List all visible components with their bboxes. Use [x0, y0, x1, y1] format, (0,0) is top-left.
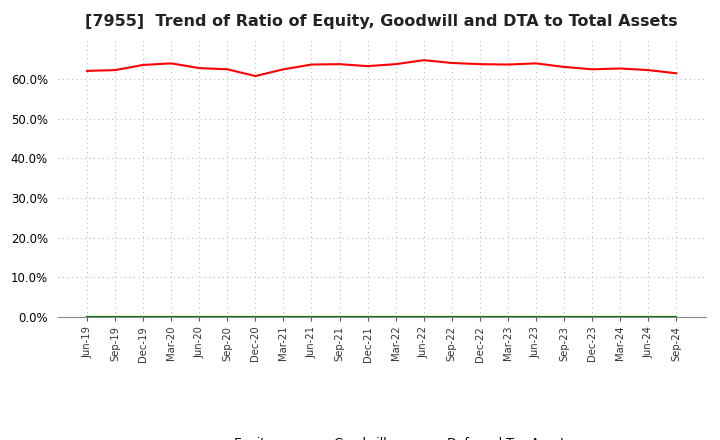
- Equity: [111, 67, 120, 73]
- Deferred Tax Assets: [419, 314, 428, 319]
- Goodwill: [588, 314, 596, 319]
- Equity: [336, 62, 344, 67]
- Equity: [364, 63, 372, 69]
- Deferred Tax Assets: [672, 314, 680, 319]
- Deferred Tax Assets: [364, 314, 372, 319]
- Equity: [616, 66, 624, 71]
- Deferred Tax Assets: [336, 314, 344, 319]
- Goodwill: [223, 314, 232, 319]
- Equity: [307, 62, 316, 67]
- Deferred Tax Assets: [588, 314, 596, 319]
- Goodwill: [364, 314, 372, 319]
- Goodwill: [531, 314, 540, 319]
- Equity: [644, 67, 652, 73]
- Goodwill: [336, 314, 344, 319]
- Goodwill: [307, 314, 316, 319]
- Deferred Tax Assets: [531, 314, 540, 319]
- Equity: [139, 62, 148, 68]
- Deferred Tax Assets: [475, 314, 484, 319]
- Equity: [419, 58, 428, 63]
- Goodwill: [559, 314, 568, 319]
- Goodwill: [503, 314, 512, 319]
- Equity: [475, 62, 484, 67]
- Equity: [391, 62, 400, 67]
- Equity: [167, 61, 176, 66]
- Goodwill: [167, 314, 176, 319]
- Deferred Tax Assets: [447, 314, 456, 319]
- Goodwill: [111, 314, 120, 319]
- Goodwill: [83, 314, 91, 319]
- Deferred Tax Assets: [391, 314, 400, 319]
- Equity: [279, 66, 288, 72]
- Equity: [251, 73, 260, 79]
- Equity: [672, 70, 680, 76]
- Deferred Tax Assets: [644, 314, 652, 319]
- Equity: [588, 66, 596, 72]
- Deferred Tax Assets: [139, 314, 148, 319]
- Goodwill: [447, 314, 456, 319]
- Equity: [559, 64, 568, 70]
- Goodwill: [644, 314, 652, 319]
- Deferred Tax Assets: [167, 314, 176, 319]
- Equity: [447, 60, 456, 66]
- Equity: [531, 61, 540, 66]
- Goodwill: [419, 314, 428, 319]
- Goodwill: [616, 314, 624, 319]
- Line: Equity: Equity: [87, 60, 676, 76]
- Goodwill: [391, 314, 400, 319]
- Deferred Tax Assets: [279, 314, 288, 319]
- Deferred Tax Assets: [503, 314, 512, 319]
- Deferred Tax Assets: [83, 314, 91, 319]
- Equity: [503, 62, 512, 67]
- Equity: [195, 66, 204, 71]
- Equity: [83, 68, 91, 73]
- Equity: [223, 66, 232, 72]
- Deferred Tax Assets: [195, 314, 204, 319]
- Deferred Tax Assets: [559, 314, 568, 319]
- Goodwill: [475, 314, 484, 319]
- Legend: Equity, Goodwill, Deferred Tax Assets: Equity, Goodwill, Deferred Tax Assets: [187, 432, 576, 440]
- Goodwill: [672, 314, 680, 319]
- Deferred Tax Assets: [616, 314, 624, 319]
- Deferred Tax Assets: [111, 314, 120, 319]
- Title: [7955]  Trend of Ratio of Equity, Goodwill and DTA to Total Assets: [7955] Trend of Ratio of Equity, Goodwil…: [85, 14, 678, 29]
- Goodwill: [279, 314, 288, 319]
- Deferred Tax Assets: [223, 314, 232, 319]
- Goodwill: [195, 314, 204, 319]
- Goodwill: [139, 314, 148, 319]
- Deferred Tax Assets: [307, 314, 316, 319]
- Deferred Tax Assets: [251, 314, 260, 319]
- Goodwill: [251, 314, 260, 319]
